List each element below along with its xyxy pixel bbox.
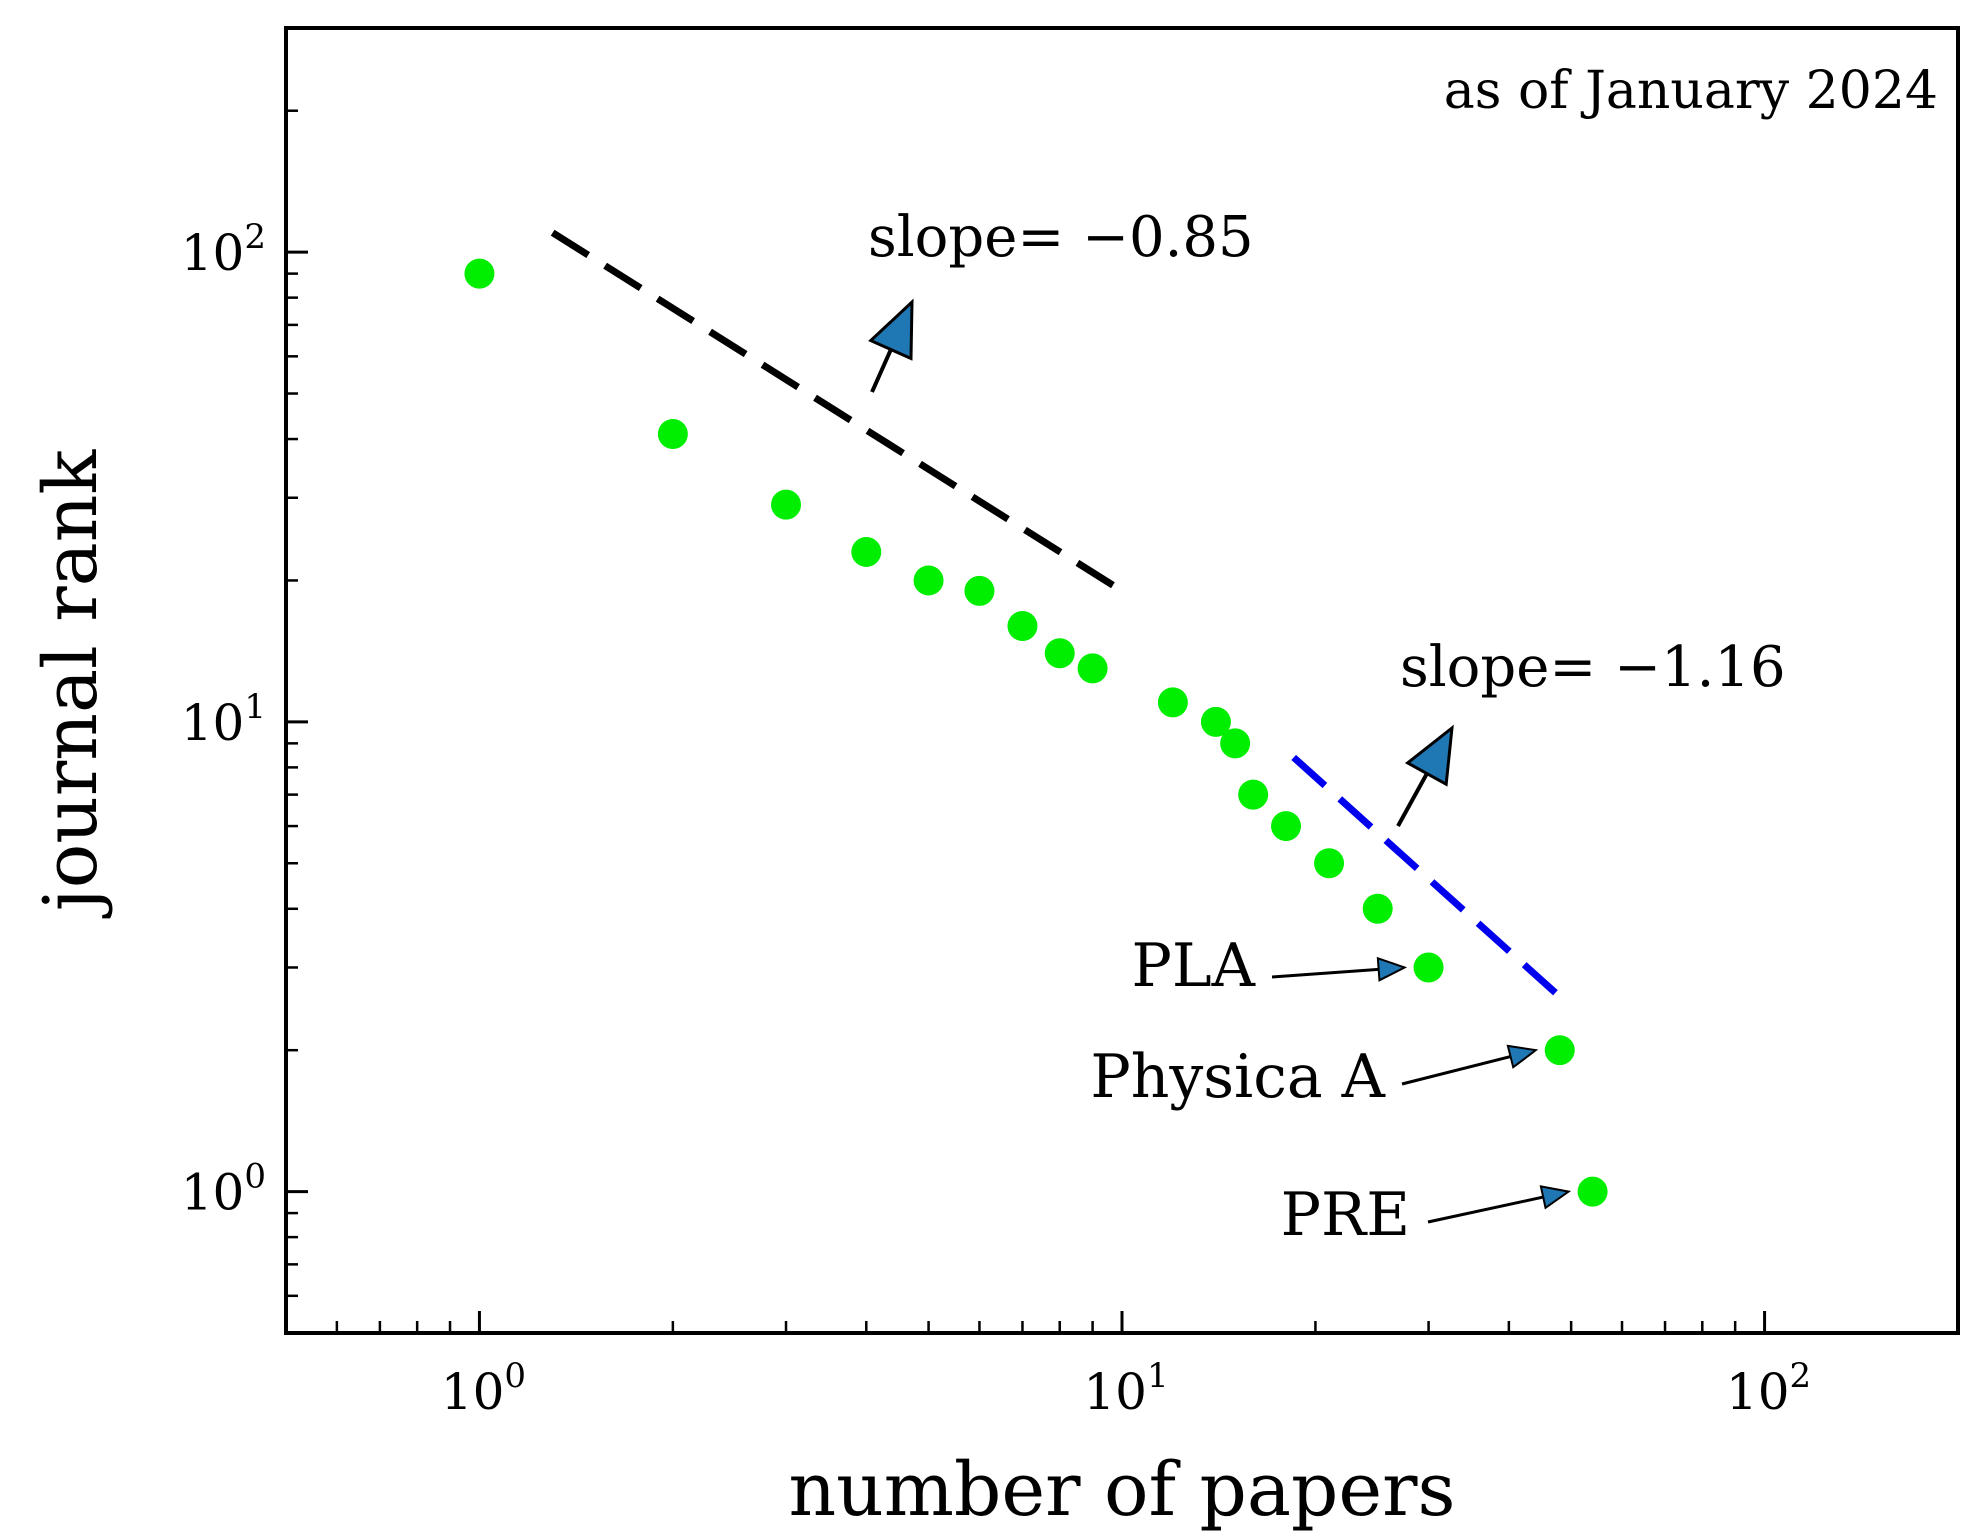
data-point	[1544, 1035, 1575, 1066]
slope-arrow-0-shaft	[870, 348, 893, 393]
x-tick-label-exponent: 2	[1790, 1356, 1812, 1396]
annotation-arrow-2-shaft	[1427, 1195, 1544, 1224]
slope-label-1: slope= −1.16	[1400, 635, 1786, 700]
data-point	[1271, 811, 1302, 842]
annotation-arrow-0-shaft	[1271, 967, 1379, 979]
x-axis-label: number of papers	[788, 1447, 1455, 1533]
slope-arrow-1-head	[1404, 724, 1454, 787]
data-point	[1314, 848, 1345, 879]
y-tick-label-exponent: 2	[244, 217, 266, 257]
data-point	[851, 536, 882, 567]
annotation-label-0: PLA	[1131, 931, 1255, 1001]
data-point	[1413, 952, 1444, 983]
x-tick-label: 101	[1083, 1356, 1168, 1421]
data-point	[657, 419, 688, 450]
annotation-arrow-2-head	[1539, 1185, 1572, 1210]
x-tick-label-base: 10	[1083, 1363, 1147, 1421]
slope-arrow-0-head	[868, 298, 914, 361]
data-point	[1007, 610, 1038, 641]
annotation-arrow-1-shaft	[1401, 1055, 1511, 1086]
y-tick-label: 101	[181, 687, 266, 752]
y-tick-label: 100	[181, 1157, 266, 1222]
y-tick-label: 102	[181, 217, 266, 282]
data-point	[1362, 893, 1393, 924]
plot-content	[464, 229, 1608, 1207]
annotation-arrow-0-head	[1376, 956, 1408, 982]
x-tick-label: 102	[1726, 1356, 1811, 1421]
y-tick-label-base: 10	[181, 1164, 245, 1222]
data-point	[1157, 687, 1188, 718]
annotation-label-2: PRE	[1281, 1180, 1410, 1250]
data-point	[1238, 779, 1269, 810]
fit-line-0	[550, 229, 1124, 594]
x-tick-label-base: 10	[1726, 1363, 1790, 1421]
data-point	[1077, 653, 1108, 684]
y-tick-label-exponent: 1	[244, 687, 266, 727]
data-point	[771, 489, 802, 520]
x-tick-label: 100	[441, 1356, 526, 1421]
x-tick-label-exponent: 1	[1147, 1356, 1169, 1396]
data-point	[1200, 706, 1231, 737]
x-tick-label-base: 10	[441, 1363, 505, 1421]
data-point	[964, 575, 995, 606]
y-axis-label: journal rank	[28, 449, 114, 920]
y-tick-label-base: 10	[181, 694, 245, 752]
data-point	[1577, 1176, 1608, 1207]
slope-arrow-1-shaft	[1396, 772, 1429, 827]
annotation-arrow-1-head	[1506, 1044, 1539, 1069]
data-point	[464, 258, 495, 289]
axis-ticks	[284, 26, 1960, 1335]
x-tick-label-exponent: 0	[504, 1356, 526, 1396]
y-tick-label-base: 10	[181, 224, 245, 282]
data-point	[913, 565, 944, 596]
annotation-label-1: Physica A	[1090, 1042, 1385, 1112]
y-tick-label-exponent: 0	[244, 1157, 266, 1197]
slope-label-0: slope= −0.85	[868, 205, 1254, 270]
annotation-layer: slope= −0.85 slope= −1.16 PLA Physica A PRE	[868, 205, 1786, 1250]
date-note: as of January 2024	[1444, 61, 1938, 121]
data-point	[1044, 638, 1075, 669]
data-point	[1220, 728, 1251, 759]
